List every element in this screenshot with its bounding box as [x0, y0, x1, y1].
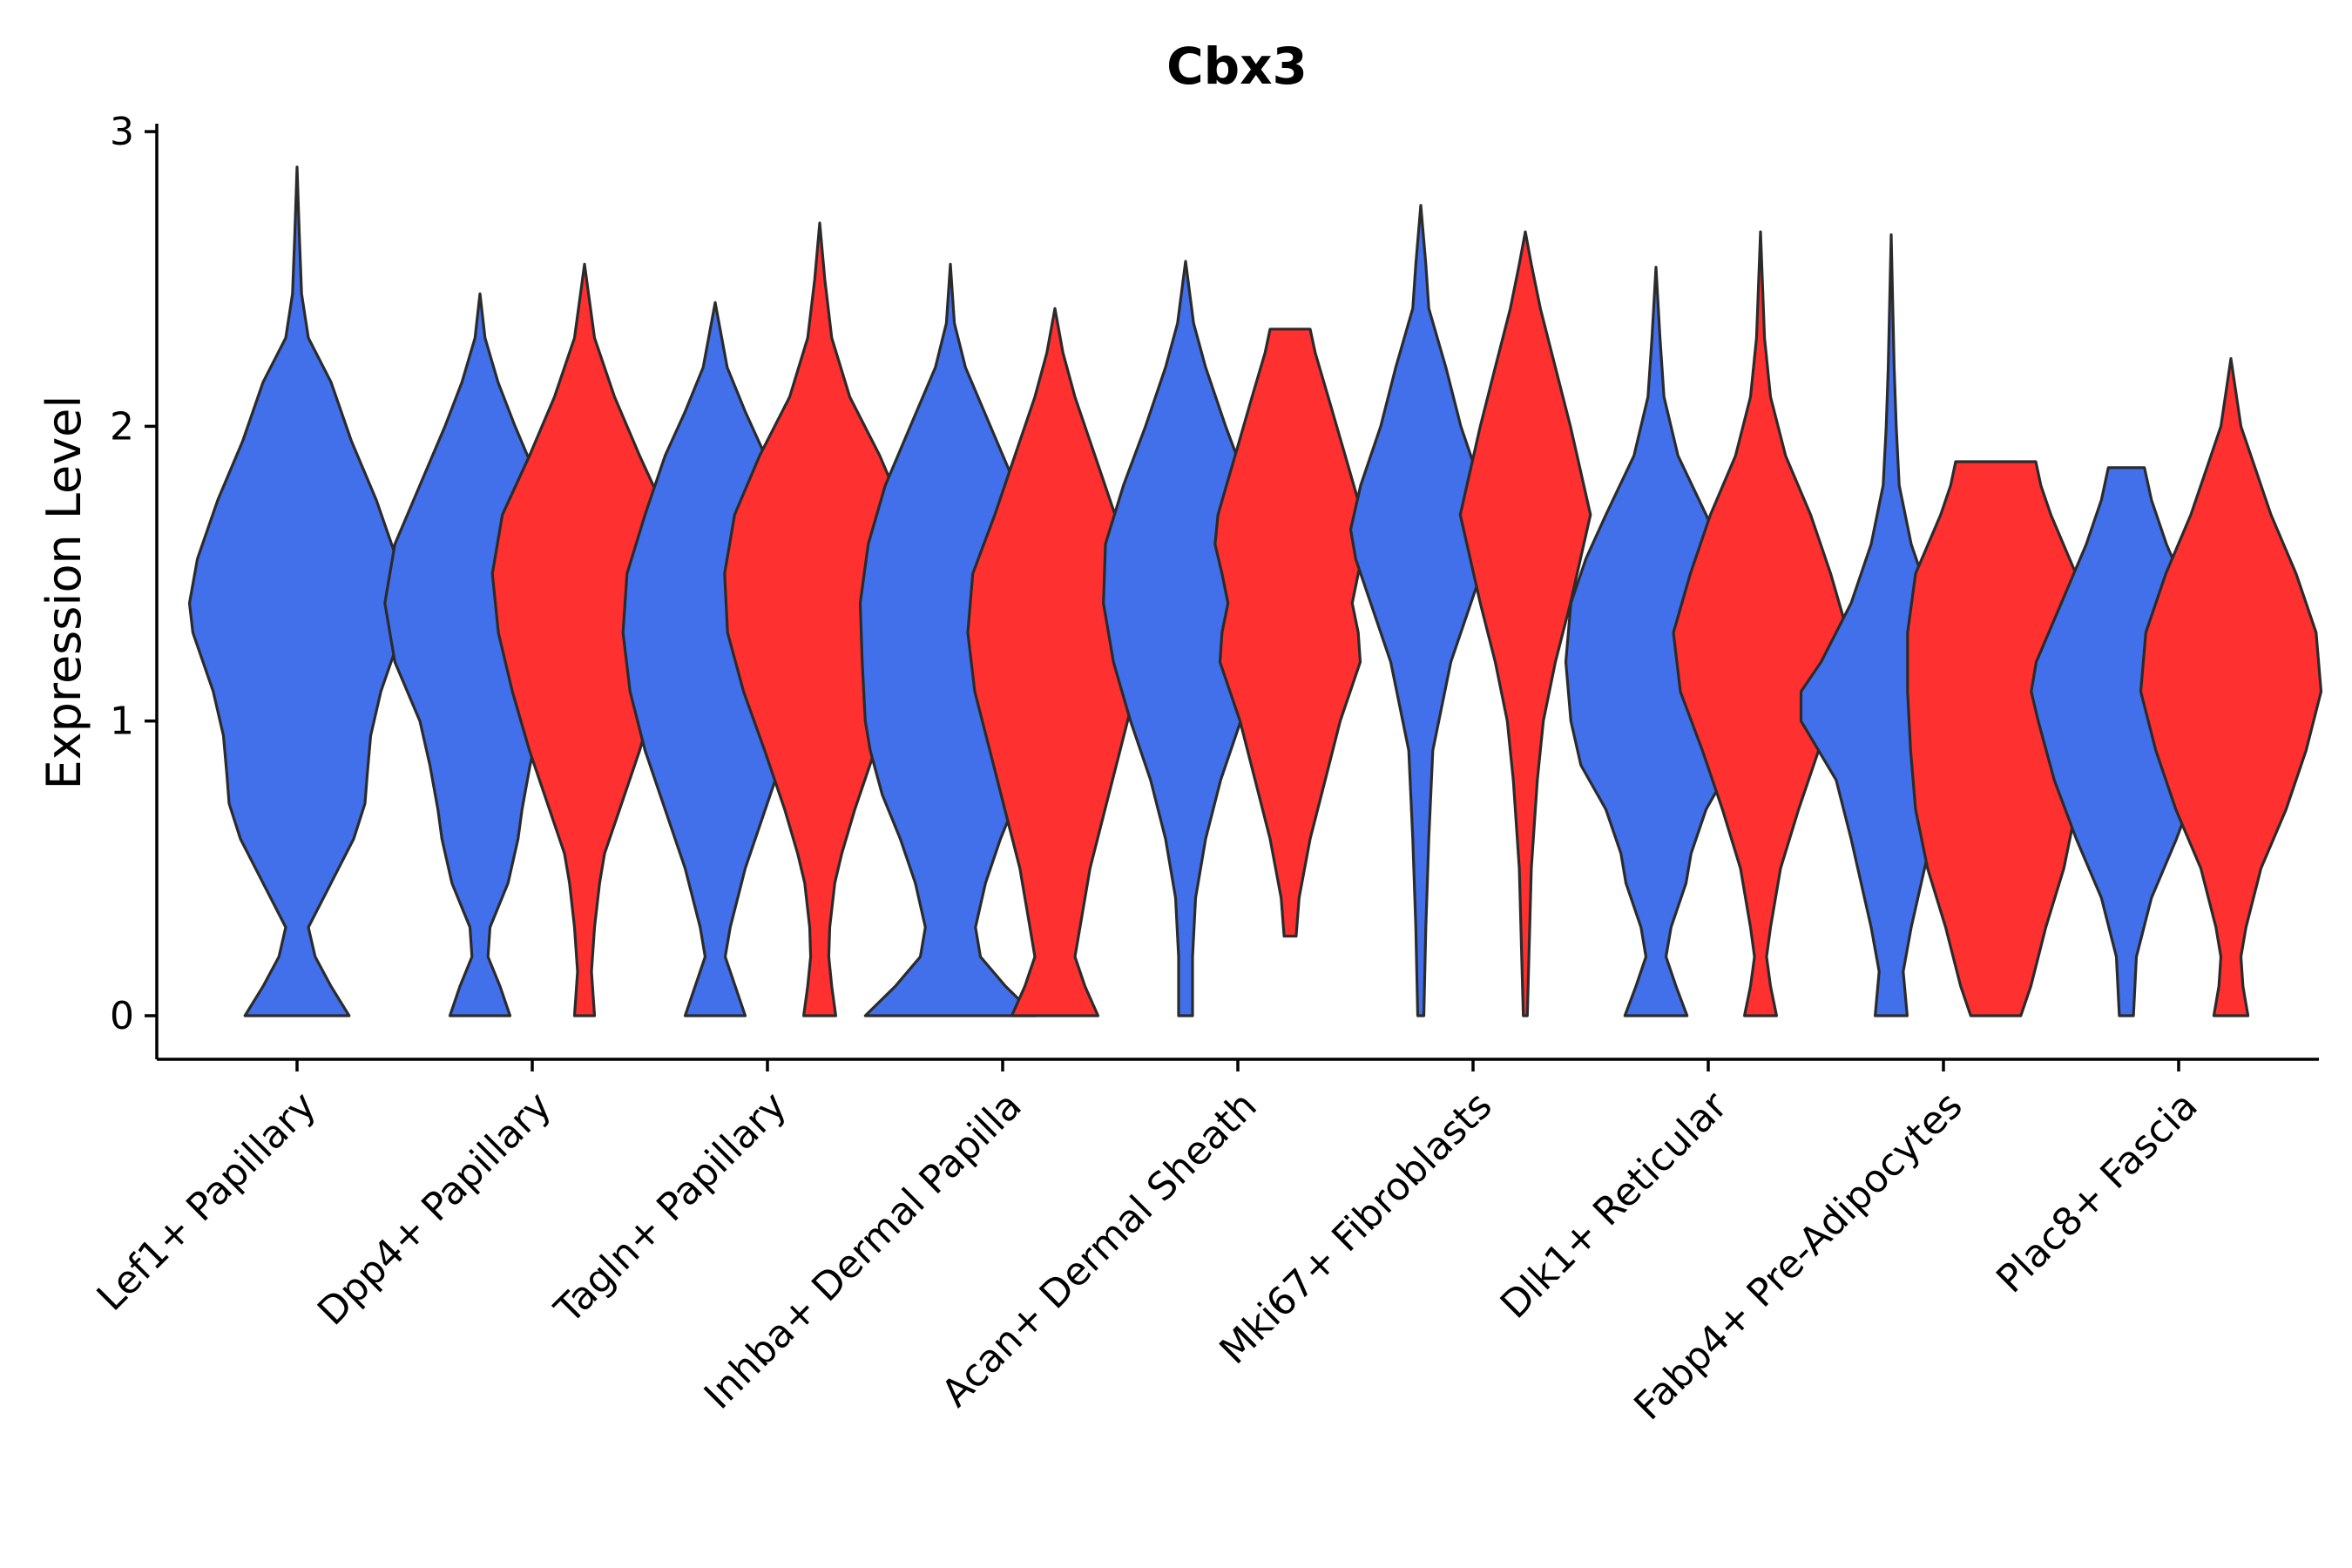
y-axis-label: Expression Level: [37, 395, 91, 790]
violin-layer: [187, 166, 2323, 1017]
x-tick-label: Dlk1+ Reticular: [1492, 1083, 1737, 1328]
y-tick-label: 3: [110, 110, 134, 154]
violin-tagln-papillary-group_b: [723, 221, 916, 1017]
violin-dlk1-reticular-group_a: [1564, 266, 1748, 1017]
y-tick-label: 1: [110, 700, 134, 744]
violin-acan-dermal-sheath-group_b: [1213, 328, 1367, 938]
x-tick-label: Plac8+ Fascia: [1988, 1084, 2207, 1302]
violin-plac8-fascia-group_b: [2139, 357, 2323, 1017]
x-tick-label: Dpp4+ Papillary: [309, 1084, 560, 1335]
violin-acan-dermal-sheath-group_a: [1102, 260, 1269, 1017]
x-tick-label: Lef1+ Papillary: [89, 1084, 325, 1320]
x-tick-label: Mki67+ Fibroblasts: [1211, 1084, 1500, 1373]
y-ticks: 0 1 2 3: [110, 110, 157, 1038]
violin-inhba-dermal-papilla-group_b: [966, 307, 1144, 1017]
violin-dlk1-reticular-group_b: [1672, 230, 1849, 1017]
x-tick-label: Tagln+ Papillary: [546, 1084, 795, 1333]
violin-mki67-fibroblasts-group_a: [1348, 204, 1493, 1017]
violin-dpp4-papillary-group_b: [490, 262, 679, 1017]
violin-lef1-papillary-group_a: [187, 166, 407, 1017]
y-tick-label: 2: [110, 404, 134, 449]
violin-mki67-fibroblasts-group_b: [1458, 230, 1592, 1017]
y-tick-label: 0: [110, 994, 134, 1038]
chart-title: Cbx3: [1166, 37, 1308, 96]
